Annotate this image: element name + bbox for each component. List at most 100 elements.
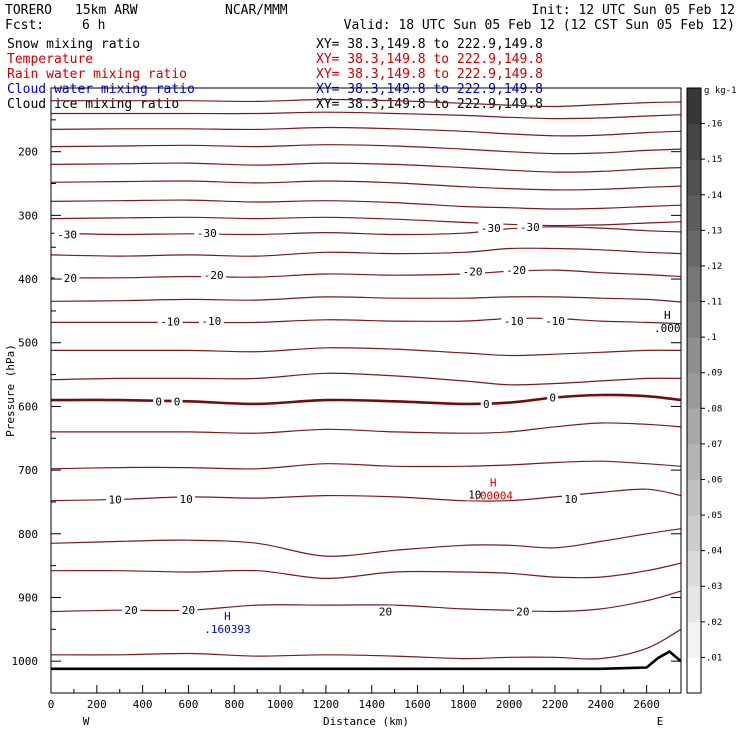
contour-label-bg-2 bbox=[478, 222, 504, 235]
temperature-contour-21 bbox=[50, 590, 682, 613]
x-tick-label-8: 1600 bbox=[404, 698, 431, 711]
legend-xy-2: XY= 38.3,149.8 to 222.9,149.8 bbox=[316, 67, 543, 82]
temperature-contour-9 bbox=[50, 247, 682, 257]
contour-label-3: -30 bbox=[520, 221, 540, 234]
colorbar-tick-label-13: .14 bbox=[706, 191, 722, 201]
temperature-contour-13 bbox=[51, 347, 682, 357]
x-tick-label-7: 1400 bbox=[358, 698, 385, 711]
contour-label-bg-10 bbox=[501, 315, 527, 328]
temperature-contour-22 bbox=[50, 628, 682, 660]
colorbar-tick-label-3: .04 bbox=[706, 547, 722, 557]
contour-label-13: 0 bbox=[174, 395, 181, 408]
x-tick-label-2: 400 bbox=[133, 698, 153, 711]
colorbar-tick-label-10: .11 bbox=[706, 298, 722, 308]
contour-label-9: -10 bbox=[201, 315, 221, 328]
contour-label-bg-15 bbox=[547, 391, 559, 404]
contour-label-bg-9 bbox=[198, 315, 224, 328]
header-init: Init: 12 UTC Sun 05 Feb 12 bbox=[532, 3, 736, 18]
colorbar-frame bbox=[686, 87, 702, 694]
temperature-contour-12 bbox=[51, 317, 682, 325]
x-tick-label-9: 1800 bbox=[450, 698, 477, 711]
contour-label-bg-17 bbox=[177, 492, 196, 505]
extremum-value-2: .160393 bbox=[204, 623, 250, 636]
contour-label-0: -30 bbox=[57, 228, 77, 241]
temperature-contour-19 bbox=[50, 528, 682, 557]
contour-label-bg-11 bbox=[542, 315, 568, 328]
colorbar: .01 .02 .03 .04 .05 .06 .07 .08 .09 .1 .11 .12 .13 .1… bbox=[686, 86, 737, 694]
legend-xy-1: XY= 38.3,149.8 to 222.9,149.8 bbox=[316, 52, 543, 67]
contour-label-bg-23 bbox=[513, 605, 532, 618]
colorbar-swatch-8 bbox=[687, 372, 701, 409]
contour-label-7: -20 bbox=[506, 264, 526, 277]
temperature-contour-8 bbox=[50, 226, 682, 236]
header-valid: Valid: 18 UTC Sun 05 Feb 12 (12 CST Sun … bbox=[344, 18, 735, 33]
extremum-value-0: .000 bbox=[654, 322, 681, 335]
x-tick-label-12: 2400 bbox=[588, 698, 615, 711]
contour-label-20: 20 bbox=[125, 604, 138, 617]
x-tick-label-13: 2600 bbox=[633, 698, 660, 711]
colorbar-tick-label-6: .07 bbox=[706, 440, 722, 450]
contour-label-bg-7 bbox=[503, 264, 529, 277]
extremum-marker-1: H bbox=[490, 476, 497, 489]
temperature-contour-2 bbox=[50, 126, 682, 137]
contour-label-bg-16 bbox=[106, 493, 125, 506]
contour-label-bg-3 bbox=[517, 220, 543, 233]
extremum-value-1: .00004 bbox=[473, 489, 513, 502]
colorbar-swatch-6 bbox=[687, 443, 701, 480]
contour-label-18: 10 bbox=[468, 488, 481, 501]
temperature-contour-4 bbox=[50, 162, 682, 173]
temperature-contour-14 bbox=[50, 372, 682, 386]
temperature-contour-5 bbox=[50, 180, 682, 191]
colorbar-tick-label-9: .1 bbox=[706, 333, 717, 343]
colorbar-tick-label-2: .03 bbox=[706, 582, 722, 592]
colorbar-tick-label-0: .01 bbox=[706, 653, 722, 663]
y-tick-label-4: 600 bbox=[18, 400, 38, 413]
legend: Snow mixing ratio XY= 38.3,149.8 to 222.9… bbox=[7, 37, 543, 112]
contour-label-12: 0 bbox=[155, 395, 162, 408]
legend-name-4: Cloud ice mixing ratio bbox=[7, 97, 179, 112]
colorbar-tick-label-5: .06 bbox=[706, 475, 722, 485]
colorbar-tick-label-4: .05 bbox=[706, 511, 722, 521]
contour-label-6: -20 bbox=[463, 265, 483, 278]
contour-label-bg-6 bbox=[460, 265, 486, 278]
temperature-contour-11 bbox=[50, 296, 682, 303]
contour-label-bg-21 bbox=[179, 604, 198, 617]
x-tick-label-6: 1200 bbox=[313, 698, 340, 711]
colorbar-tick-label-12: .13 bbox=[706, 226, 722, 236]
legend-name-0: Snow mixing ratio bbox=[7, 37, 140, 52]
temperature-contour-17 bbox=[50, 460, 682, 470]
legend-xy-4: XY= 38.3,149.8 to 222.9,149.8 bbox=[316, 97, 543, 112]
legend-xy-3: XY= 38.3,149.8 to 222.9,149.8 bbox=[316, 82, 543, 97]
temperature-contour-10 bbox=[50, 269, 682, 279]
legend-name-2: Rain water mixing ratio bbox=[7, 67, 187, 82]
colorbar-swatch-11 bbox=[687, 265, 701, 303]
temperature-contour-20 bbox=[50, 562, 682, 580]
contour-label-16: 10 bbox=[109, 493, 122, 506]
freezing-level-contour bbox=[50, 393, 682, 406]
header-resolution: 15km ARW bbox=[75, 3, 138, 18]
y-tick-label-8: 1000 bbox=[12, 655, 39, 668]
extremum-marker-0: H bbox=[664, 309, 671, 322]
colorbar-swatch-16 bbox=[687, 88, 701, 125]
x-tick-label-10: 2000 bbox=[496, 698, 523, 711]
contour-label-bg-18 bbox=[465, 488, 484, 501]
x-tick-label-1: 200 bbox=[87, 698, 107, 711]
plot-area: -30 -30 -30 -30-20 -20 -20 -20-10 -10 -10 -100 0 0 0… bbox=[4, 87, 682, 728]
y-tick-label-7: 900 bbox=[18, 591, 38, 604]
x-tick-label-0: 0 bbox=[48, 698, 55, 711]
contour-label-bg-4 bbox=[54, 271, 80, 284]
colorbar-tick-label-1: .02 bbox=[706, 618, 722, 628]
colorbar-swatch-3 bbox=[687, 550, 701, 587]
colorbar-swatch-4 bbox=[687, 515, 701, 552]
legend-name-3: Cloud water mixing ratio bbox=[7, 82, 195, 97]
y-tick-label-2: 400 bbox=[18, 273, 38, 286]
terrain-line bbox=[51, 650, 682, 671]
colorbar-swatch-15 bbox=[687, 123, 701, 160]
contour-label-bg-14 bbox=[480, 397, 492, 410]
colorbar-swatch-2 bbox=[687, 586, 701, 623]
colorbar-tick-label-7: .08 bbox=[706, 404, 722, 414]
contour-label-bg-1 bbox=[194, 227, 220, 240]
legend-xy-0: XY= 38.3,149.8 to 222.9,149.8 bbox=[316, 37, 543, 52]
contour-label-bg-19 bbox=[562, 492, 581, 505]
temperature-contour-7 bbox=[50, 216, 682, 227]
